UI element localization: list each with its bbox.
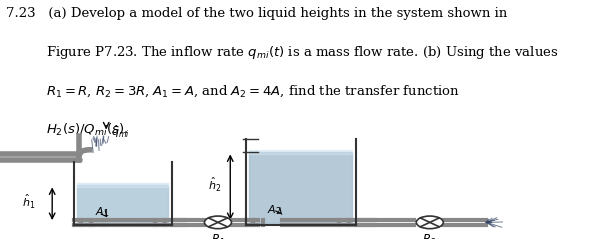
Text: $H_2(s)/Q_{mi}(s)$.: $H_2(s)/Q_{mi}(s)$. [46,122,128,138]
Text: $\hat{h}_2$: $\hat{h}_2$ [208,175,221,194]
Text: $\hat{q}_{mi}$: $\hat{q}_{mi}$ [111,124,130,140]
Text: Figure P7.23. The inflow rate $q_{mi}(t)$ is a mass flow rate. (b) Using the val: Figure P7.23. The inflow rate $q_{mi}(t)… [46,44,559,61]
Text: $R_2$: $R_2$ [422,233,437,239]
Text: $A_1$: $A_1$ [95,205,110,219]
Text: $\hat{h}_1$: $\hat{h}_1$ [21,193,35,211]
Circle shape [204,216,231,229]
Circle shape [416,216,443,229]
Text: 7.23   (a) Develop a model of the two liquid heights in the system shown in: 7.23 (a) Develop a model of the two liqu… [6,7,507,20]
Text: $A_2$: $A_2$ [267,203,281,217]
Text: $R_1$: $R_1$ [211,233,225,239]
Text: $R_1 = R$, $R_2 = 3R$, $A_1 = A$, and $A_2 = 4A$, find the transfer function: $R_1 = R$, $R_2 = 3R$, $A_1 = A$, and $A… [46,83,460,99]
